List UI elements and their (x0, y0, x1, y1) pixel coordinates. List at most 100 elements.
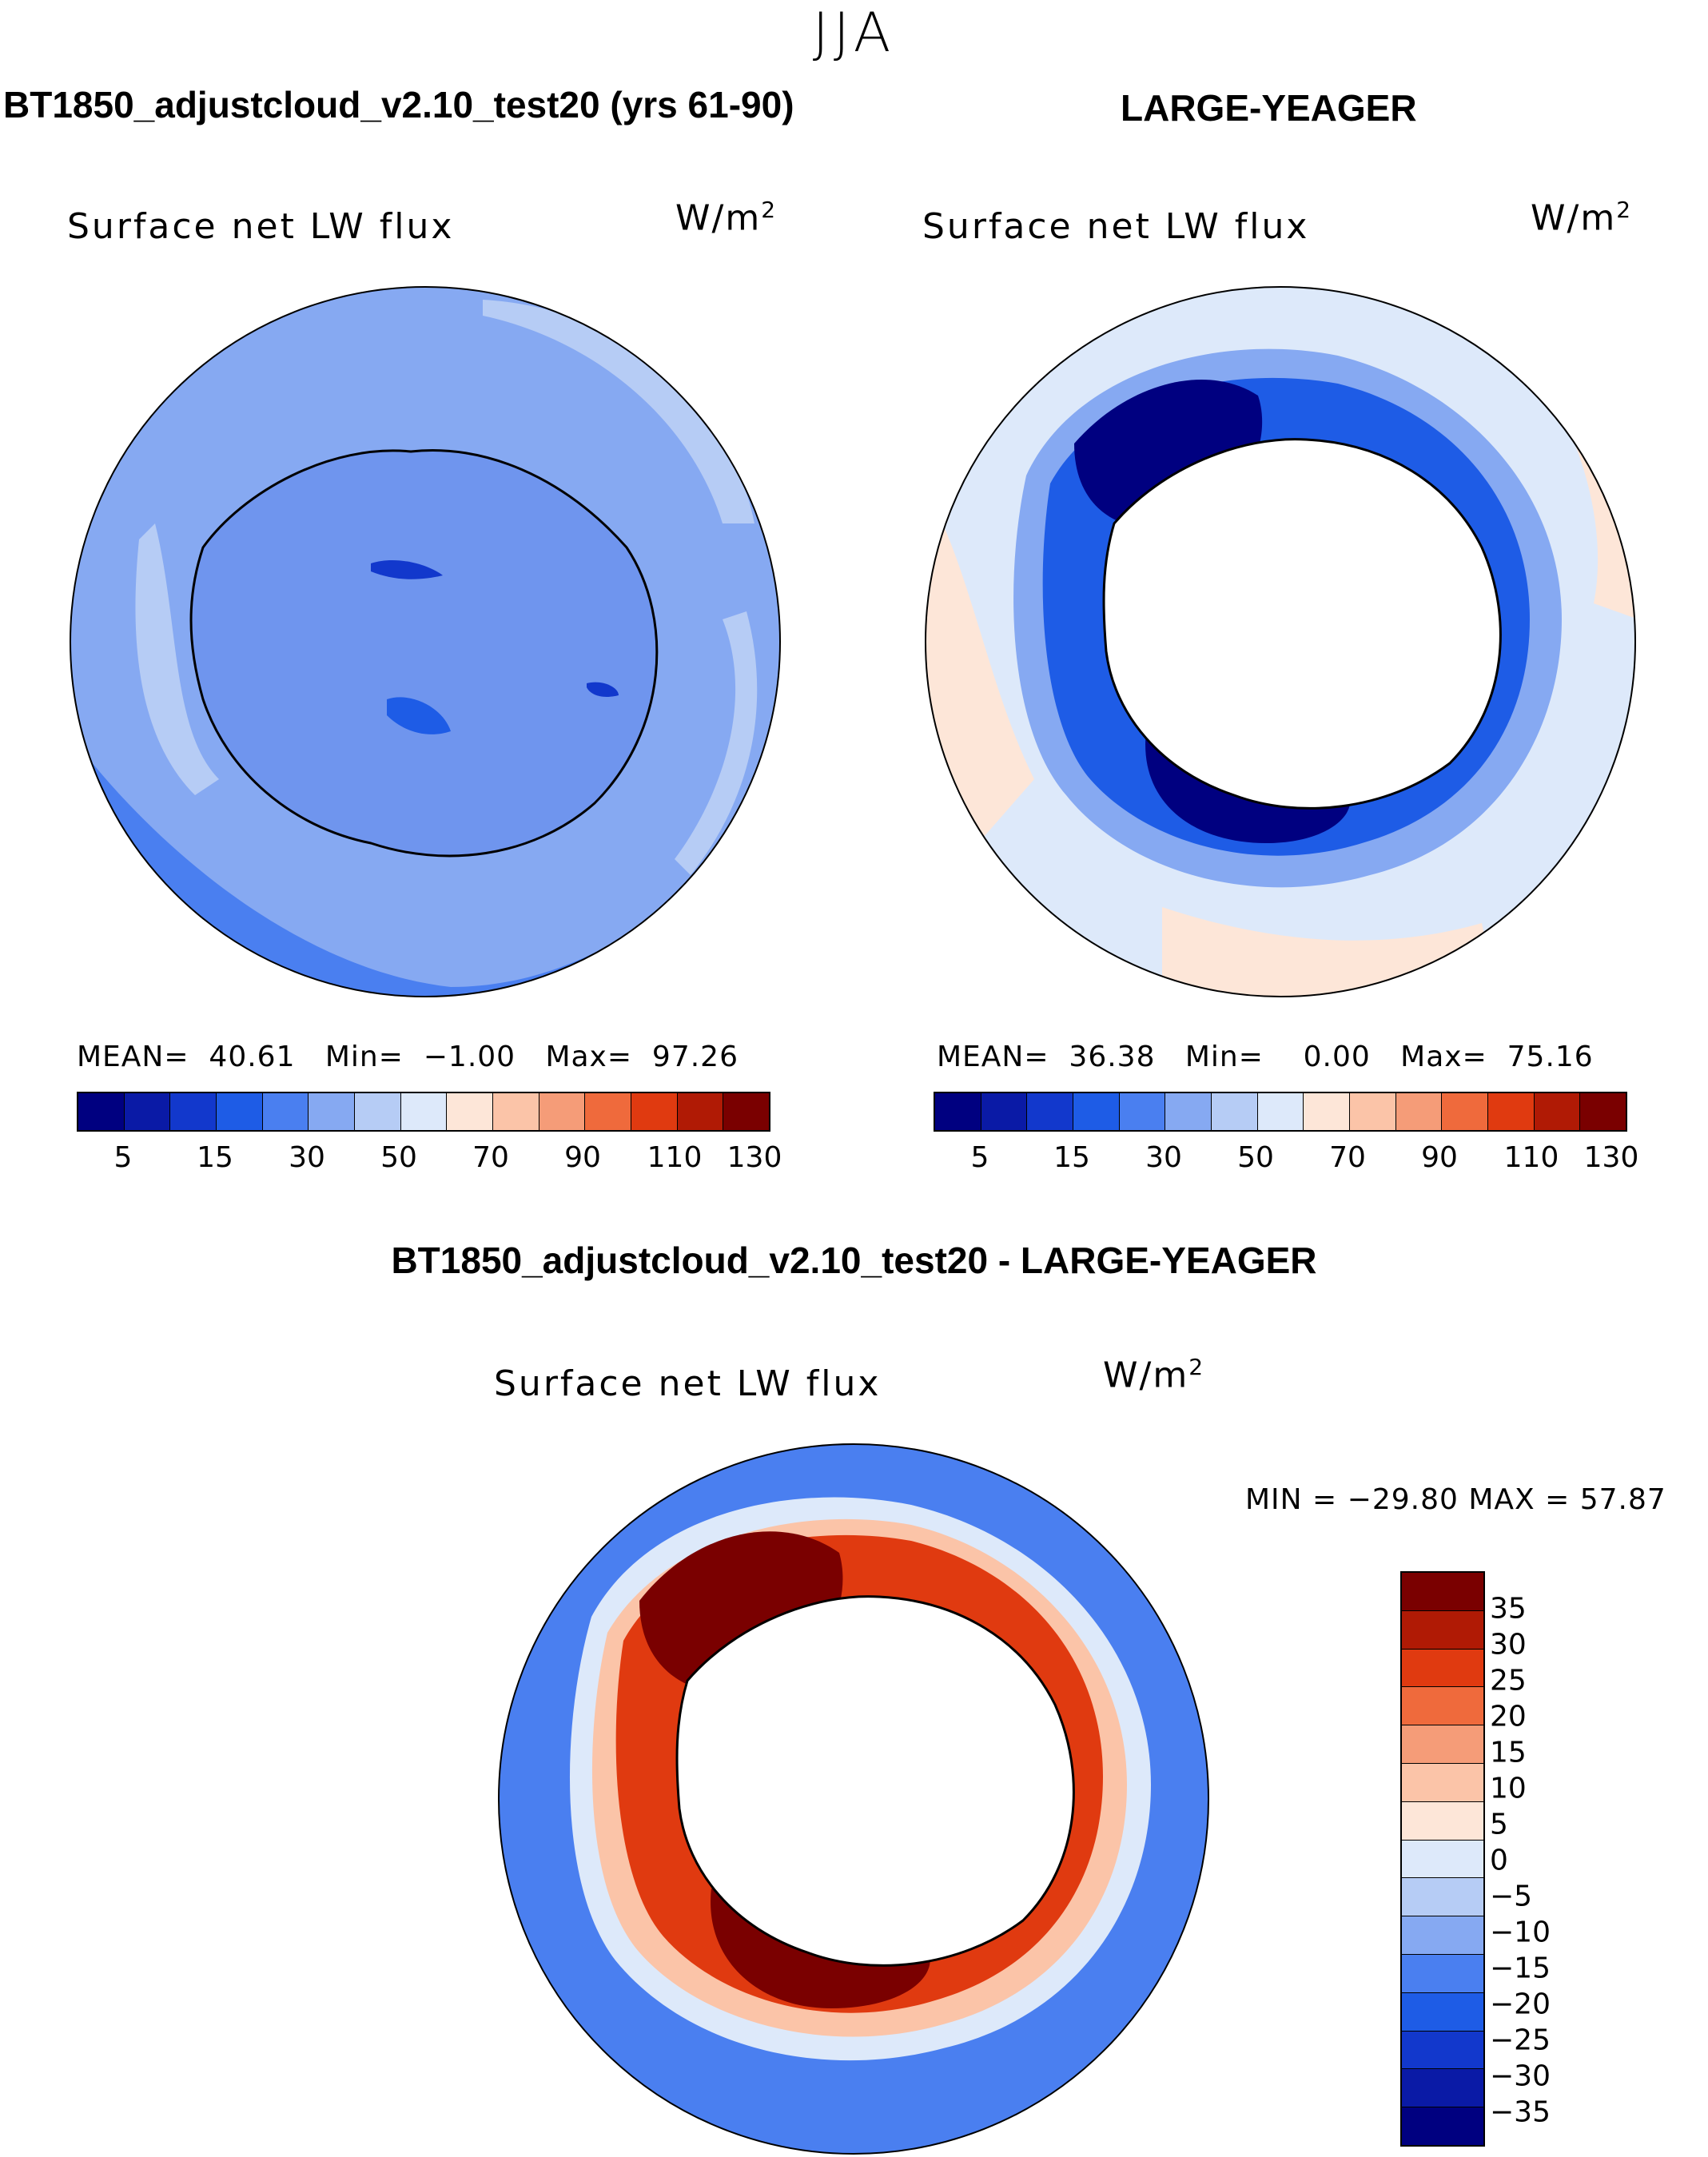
obs-polar-map (925, 286, 1636, 997)
colorbar-swatch (1027, 1093, 1074, 1130)
colorbar-tick-label: 15 (197, 1141, 233, 1174)
colorbar-swatch (1580, 1093, 1626, 1130)
obs-map-coastline (1102, 438, 1502, 810)
diff-units-label: W/m2 (1103, 1354, 1205, 1396)
colorbar-swatch (309, 1093, 356, 1130)
colorbar-tick-label: 30 (1145, 1141, 1182, 1174)
obs-map-border (925, 286, 1636, 997)
colorbar-tick-label: 30 (1490, 1628, 1527, 1662)
colorbar-swatch (1402, 1763, 1483, 1802)
colorbar-tick-label: 30 (289, 1141, 325, 1174)
colorbar-swatch (981, 1093, 1028, 1130)
model-map-light-band (675, 611, 758, 875)
colorbar-swatch (217, 1093, 263, 1130)
diff-panel-title: BT1850_adjustcloud_v2.10_test20 - LARGE-… (391, 1240, 1317, 1281)
colorbar-tick-label: −25 (1490, 2024, 1551, 2057)
diff-variable-label: Surface net LW flux (494, 1363, 882, 1404)
colorbar-tick-label: −15 (1490, 1952, 1551, 1985)
colorbar-swatch (78, 1093, 125, 1130)
colorbar-swatch (1402, 2031, 1483, 2070)
diff-map-coastline (675, 1595, 1075, 1967)
colorbar-tick-label: −30 (1490, 2059, 1551, 2093)
colorbar-tick-label: 110 (1503, 1141, 1559, 1174)
colorbar-tick-label: 110 (647, 1141, 703, 1174)
colorbar-swatch (400, 1093, 448, 1130)
colorbar-swatch (1442, 1093, 1489, 1130)
model-colorbar (77, 1092, 770, 1132)
colorbar-swatch (1402, 1840, 1483, 1879)
diff-polar-map (498, 1443, 1209, 2155)
colorbar-tick-label: 50 (380, 1141, 417, 1174)
colorbar-swatch (677, 1093, 724, 1130)
colorbar-swatch (447, 1093, 494, 1130)
colorbar-swatch (493, 1093, 539, 1130)
colorbar-swatch (1402, 1878, 1483, 1917)
model-variable-label: Surface net LW flux (67, 206, 455, 247)
colorbar-swatch (1402, 1725, 1483, 1764)
colorbar-swatch (1395, 1093, 1443, 1130)
colorbar-tick-label: 70 (472, 1141, 509, 1174)
model-polar-map (70, 286, 781, 997)
model-map-continent-fill (191, 450, 657, 856)
colorbar-swatch (1212, 1093, 1258, 1130)
colorbar-swatch (1304, 1093, 1351, 1130)
model-map-dark-patch (387, 697, 451, 734)
obs-panel-title: LARGE-YEAGER (1121, 87, 1417, 129)
colorbar-swatch (1402, 1573, 1483, 1611)
obs-variable-label: Surface net LW flux (922, 206, 1310, 247)
obs-map-warm-band (926, 484, 1034, 843)
colorbar-tick-label: −5 (1490, 1880, 1533, 1913)
diff-minmax-text: MIN = −29.80 MAX = 57.87 (1245, 1483, 1666, 1516)
colorbar-swatch (1073, 1093, 1120, 1130)
colorbar-swatch (539, 1093, 586, 1130)
colorbar-tick-label: −10 (1490, 1916, 1551, 1949)
diff-colorbar-labels: 35 30 25 20 15 10 5 0 −5 −10 −15 −20 −25… (1487, 1571, 1599, 2143)
colorbar-swatch (170, 1093, 217, 1130)
colorbar-swatch (1402, 1649, 1483, 1688)
colorbar-tick-label: 5 (1490, 1808, 1508, 1841)
model-map-dark-patch (587, 682, 619, 697)
colorbar-swatch (1119, 1093, 1166, 1130)
colorbar-swatch (1402, 1954, 1483, 1993)
colorbar-tick-label: 0 (1490, 1844, 1508, 1877)
colorbar-tick-label: −35 (1490, 2095, 1551, 2129)
obs-stats-line: MEAN= 36.38 Min= 0.00 Max= 75.16 (937, 1041, 1594, 1073)
colorbar-swatch (631, 1093, 678, 1130)
colorbar-tick-label: 5 (113, 1141, 133, 1174)
model-units-label: W/m2 (675, 197, 778, 239)
obs-units-label: W/m2 (1531, 197, 1633, 239)
colorbar-swatch (723, 1093, 770, 1130)
colorbar-tick-label: 70 (1329, 1141, 1366, 1174)
colorbar-swatch (1402, 2107, 1483, 2145)
colorbar-tick-label: 20 (1490, 1700, 1527, 1733)
season-title: JJA (812, 2, 896, 65)
colorbar-swatch (1534, 1093, 1581, 1130)
colorbar-tick-label: 5 (970, 1141, 989, 1174)
colorbar-swatch (1350, 1093, 1396, 1130)
model-stats-line: MEAN= 40.61 Min= −1.00 Max= 97.26 (77, 1041, 739, 1073)
colorbar-swatch (1402, 1801, 1483, 1841)
colorbar-swatch (124, 1093, 171, 1130)
colorbar-tick-label: 130 (1583, 1141, 1639, 1174)
colorbar-swatch (1257, 1093, 1304, 1130)
colorbar-tick-label: 15 (1053, 1141, 1090, 1174)
model-panel-title: BT1850_adjustcloud_v2.10_test20 (yrs 61-… (3, 84, 794, 125)
colorbar-swatch (935, 1093, 981, 1130)
model-map-outer-ring (70, 731, 780, 997)
colorbar-swatch (1402, 1687, 1483, 1726)
colorbar-swatch (262, 1093, 309, 1130)
model-colorbar-labels: 5 15 30 50 70 90 110 130 (77, 1141, 782, 1176)
colorbar-swatch (1402, 1992, 1483, 2032)
model-map-border (70, 286, 781, 997)
model-map-light-band (135, 523, 219, 795)
obs-colorbar-labels: 5 15 30 50 70 90 110 130 (934, 1141, 1639, 1176)
colorbar-tick-label: 50 (1237, 1141, 1274, 1174)
colorbar-tick-label: 35 (1490, 1592, 1527, 1626)
colorbar-swatch (1402, 2069, 1483, 2108)
colorbar-tick-label: 90 (564, 1141, 601, 1174)
colorbar-swatch (355, 1093, 401, 1130)
colorbar-tick-label: −20 (1490, 1988, 1551, 2021)
colorbar-swatch (1488, 1093, 1535, 1130)
colorbar-swatch (585, 1093, 632, 1130)
diff-map-masked-continent (677, 1596, 1074, 1966)
